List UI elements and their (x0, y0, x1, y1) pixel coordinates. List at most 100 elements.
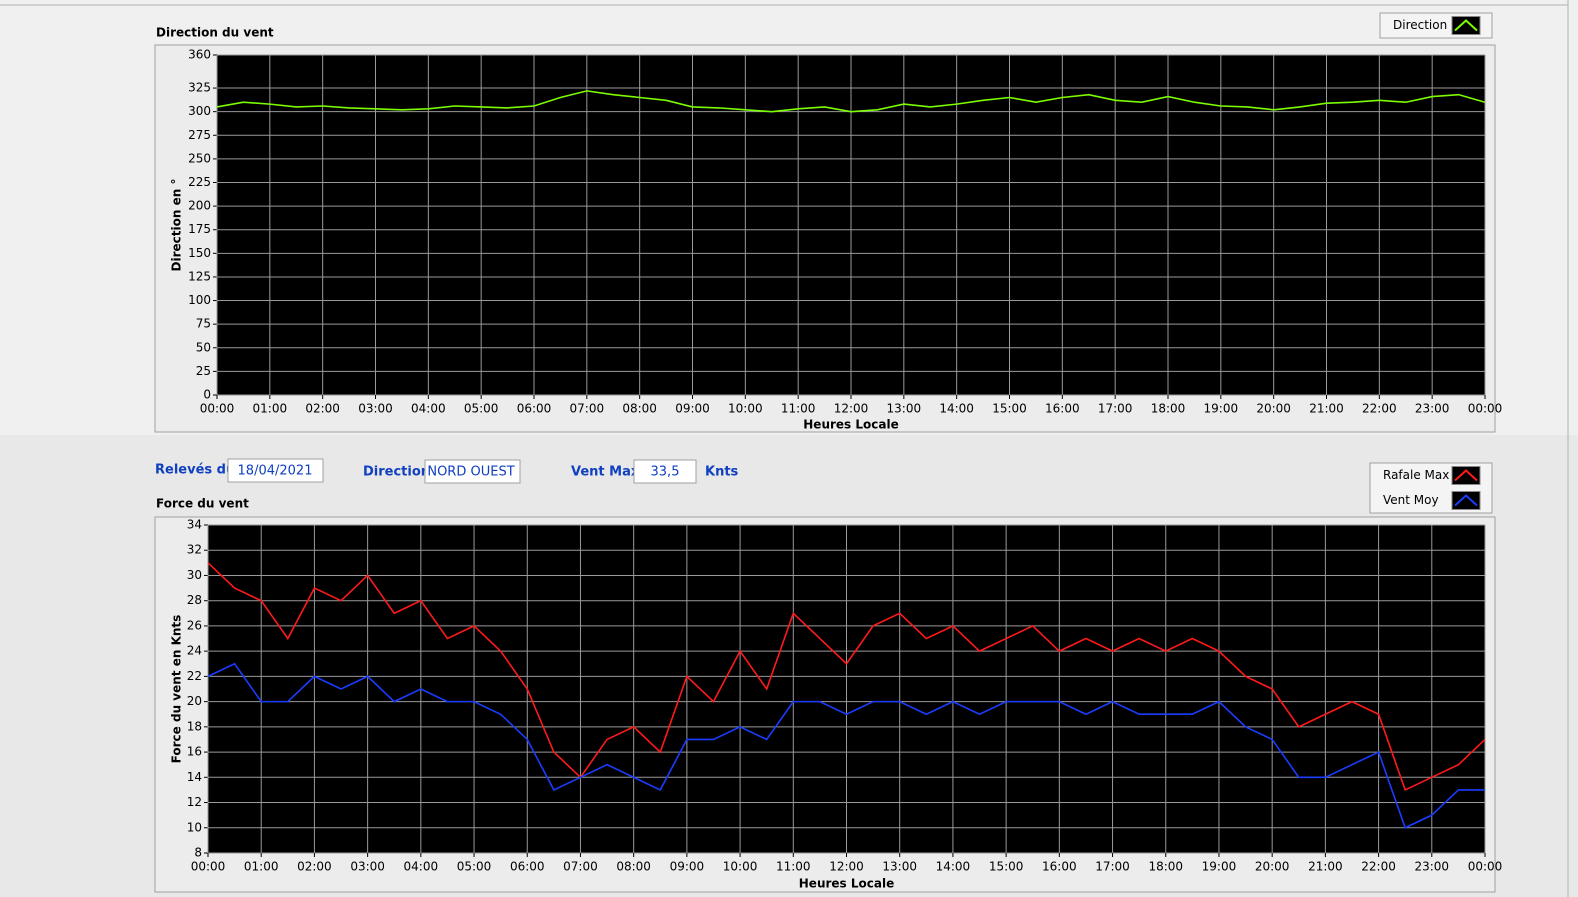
y-tick-label: 300 (188, 104, 211, 118)
max-unit: Knts (705, 465, 739, 480)
y-tick-label: 12 (187, 795, 202, 809)
x-tick-label: 07:00 (563, 860, 598, 874)
y-tick-label: 275 (188, 128, 211, 142)
date-field[interactable] (227, 458, 324, 483)
max-label: Vent Max (571, 465, 640, 480)
y-tick-label: 28 (187, 593, 202, 607)
y-tick-label: 14 (187, 770, 202, 784)
x-tick-label: 04:00 (411, 402, 446, 416)
x-tick-label: 10:00 (723, 860, 758, 874)
legend-line (1454, 469, 1478, 482)
y-tick-label: 34 (187, 518, 202, 532)
x-tick-label: 12:00 (834, 402, 869, 416)
y-tick-label: 10 (187, 820, 202, 834)
x-tick-label: 00:00 (1468, 402, 1503, 416)
x-tick-label: 09:00 (675, 402, 710, 416)
x-tick-label: 02:00 (297, 860, 332, 874)
y-tick-label: 50 (196, 340, 211, 354)
x-tick-label: 14:00 (936, 860, 971, 874)
date-label: Relevés du (155, 463, 235, 478)
legend-line (1454, 19, 1478, 32)
x-tick-label: 21:00 (1309, 402, 1344, 416)
x-tick-label: 19:00 (1202, 860, 1237, 874)
x-axis-label: Heures Locale (803, 418, 898, 432)
max-value: 33,5 (651, 465, 680, 480)
direction-value: NORD OUEST (427, 465, 514, 480)
x-tick-label: 16:00 (1045, 402, 1080, 416)
x-tick-label: 16:00 (1042, 860, 1077, 874)
x-tick-label: 22:00 (1362, 402, 1397, 416)
legend-label: Vent Moy (1383, 493, 1439, 507)
data-line (207, 662, 1485, 829)
legend-swatch (1451, 491, 1481, 510)
chart-title: Force du vent (156, 497, 249, 511)
legend-label: Direction (1393, 18, 1447, 32)
x-tick-label: 07:00 (570, 402, 605, 416)
x-tick-label: 06:00 (517, 402, 552, 416)
max-field[interactable] (633, 459, 697, 484)
x-tick-label: 13:00 (882, 860, 917, 874)
x-tick-label: 20:00 (1256, 402, 1291, 416)
x-tick-label: 09:00 (670, 860, 705, 874)
x-tick-label: 15:00 (992, 402, 1027, 416)
legend-label: Rafale Max (1383, 468, 1449, 482)
y-tick-label: 225 (188, 175, 211, 189)
y-axis-label: Force du vent en Knts (170, 615, 184, 764)
y-tick-label: 18 (187, 719, 202, 733)
x-tick-label: 18:00 (1148, 860, 1183, 874)
x-tick-label: 00:00 (191, 860, 226, 874)
x-tick-label: 22:00 (1361, 860, 1396, 874)
direction-field[interactable] (424, 459, 521, 484)
x-tick-label: 03:00 (350, 860, 385, 874)
x-tick-label: 11:00 (781, 402, 816, 416)
y-tick-label: 20 (187, 694, 202, 708)
x-tick-label: 15:00 (989, 860, 1024, 874)
x-tick-label: 13:00 (887, 402, 922, 416)
x-tick-label: 21:00 (1308, 860, 1343, 874)
x-tick-label: 18:00 (1151, 402, 1186, 416)
y-tick-label: 8 (194, 846, 202, 860)
x-tick-label: 11:00 (776, 860, 811, 874)
y-tick-label: 100 (188, 293, 211, 307)
data-line (216, 90, 1486, 113)
x-axis-label: Heures Locale (799, 877, 894, 891)
direction-label: Direction (363, 465, 430, 480)
x-tick-label: 23:00 (1414, 860, 1449, 874)
legend-swatch (1451, 466, 1481, 485)
x-tick-label: 17:00 (1098, 402, 1133, 416)
date-value: 18/04/2021 (238, 464, 313, 479)
x-tick-label: 08:00 (616, 860, 651, 874)
x-tick-label: 00:00 (200, 402, 235, 416)
x-tick-label: 00:00 (1468, 860, 1503, 874)
x-tick-label: 02:00 (305, 402, 340, 416)
y-tick-label: 25 (196, 364, 211, 378)
y-tick-label: 125 (188, 269, 211, 283)
y-tick-label: 22 (187, 669, 202, 683)
x-tick-label: 05:00 (457, 860, 492, 874)
y-tick-label: 250 (188, 151, 211, 165)
x-tick-label: 12:00 (829, 860, 864, 874)
y-tick-label: 150 (188, 246, 211, 260)
x-tick-label: 23:00 (1415, 402, 1450, 416)
legend-line (1454, 494, 1478, 507)
chart-title: Direction du vent (156, 26, 274, 40)
y-tick-label: 16 (187, 745, 202, 759)
y-tick-label: 0 (203, 388, 211, 402)
x-tick-label: 19:00 (1204, 402, 1239, 416)
y-tick-label: 26 (187, 618, 202, 632)
x-tick-label: 01:00 (244, 860, 279, 874)
y-tick-label: 75 (196, 317, 211, 331)
x-tick-label: 08:00 (622, 402, 657, 416)
y-tick-label: 30 (187, 568, 202, 582)
y-tick-label: 200 (188, 199, 211, 213)
x-tick-label: 20:00 (1255, 860, 1290, 874)
y-tick-label: 32 (187, 543, 202, 557)
y-axis-label: Direction en ° (170, 179, 184, 272)
x-tick-label: 04:00 (404, 860, 439, 874)
x-tick-label: 17:00 (1095, 860, 1130, 874)
x-tick-label: 05:00 (464, 402, 499, 416)
y-tick-label: 175 (188, 222, 211, 236)
x-tick-label: 01:00 (253, 402, 288, 416)
y-tick-label: 325 (188, 81, 211, 95)
y-tick-label: 360 (188, 48, 211, 62)
